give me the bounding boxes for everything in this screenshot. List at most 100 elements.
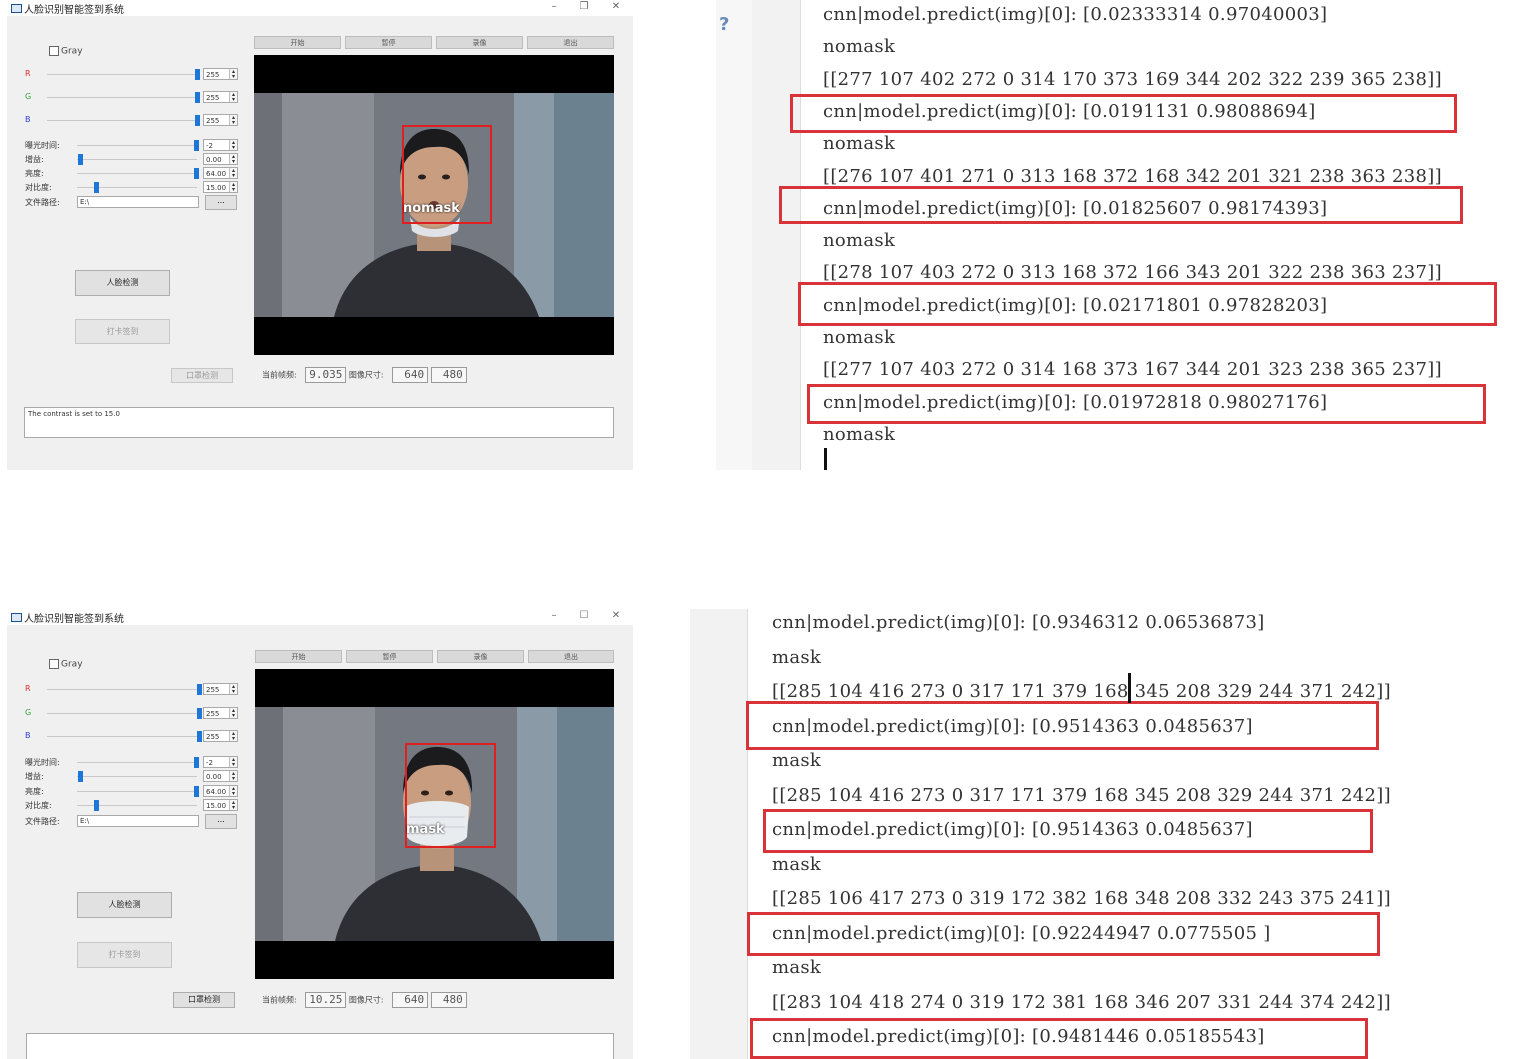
face-detect-button[interactable]: 人脸检测 (75, 270, 170, 296)
slider-b[interactable]: B 255 ▴ ▾ (25, 730, 240, 743)
close-icon[interactable]: ✕ (611, 1, 621, 12)
checkbox-icon[interactable] (49, 46, 59, 56)
spin-arrows-icon[interactable]: ▴ ▾ (229, 69, 237, 79)
slider-thumb[interactable] (197, 684, 202, 695)
gain-spin[interactable]: 0.00 ▴ ▾ (203, 770, 238, 782)
spin-arrows-icon[interactable]: ▴ ▾ (229, 115, 237, 125)
record-button[interactable]: 录像 (436, 36, 523, 49)
checkin-button[interactable]: 打卡签到 (75, 319, 170, 344)
slider-r[interactable]: R 255 ▴ ▾ (25, 683, 240, 696)
checkin-button[interactable]: 打卡签到 (77, 942, 172, 968)
spin-arrows-icon[interactable]: ▴ ▾ (229, 731, 237, 741)
spin-g[interactable]: 255 ▴ ▾ (203, 707, 238, 719)
slider-thumb[interactable] (78, 154, 83, 165)
record-button[interactable]: 录像 (437, 650, 524, 663)
contrast-spin[interactable]: 15.00 ▴ ▾ (203, 181, 238, 193)
slider-g[interactable]: G 255 ▴ ▾ (25, 91, 240, 104)
slider-thumb[interactable] (195, 69, 200, 80)
browse-button[interactable]: ... (205, 195, 237, 210)
slider-track[interactable] (77, 757, 199, 768)
slider-thumb[interactable] (78, 771, 83, 782)
pause-button[interactable]: 暂停 (345, 36, 432, 49)
slider-track[interactable] (47, 69, 200, 80)
brightness-row[interactable]: 亮度: 64.00 ▴ ▾ (25, 167, 240, 179)
slider-track[interactable] (47, 708, 202, 719)
face-detect-button[interactable]: 人脸检测 (77, 892, 172, 918)
slider-thumb[interactable] (94, 182, 99, 193)
pause-button[interactable]: 暂停 (346, 650, 433, 663)
browse-button[interactable]: ... (205, 814, 237, 829)
gain-row[interactable]: 增益: 0.00 ▴ ▾ (25, 770, 240, 782)
mask-detect-button[interactable]: 口罩检测 (171, 368, 233, 383)
spin-arrows-icon[interactable]: ▴ ▾ (229, 168, 237, 178)
spin-arrows-icon[interactable]: ▴ ▾ (229, 708, 237, 718)
checkbox-icon[interactable] (49, 659, 59, 669)
slider-thumb[interactable] (195, 115, 200, 126)
slider-thumb[interactable] (94, 800, 99, 811)
gain-spin[interactable]: 0.00 ▴ ▾ (203, 153, 238, 165)
slider-thumb[interactable] (197, 731, 202, 742)
slider-g[interactable]: G 255 ▴ ▾ (25, 707, 240, 720)
slider-track[interactable] (47, 92, 200, 103)
spin-r[interactable]: 255 ▴ ▾ (203, 68, 238, 80)
maximize-icon[interactable]: ☐ (579, 610, 589, 621)
slider-track[interactable] (77, 786, 199, 797)
slider-track[interactable] (77, 154, 197, 165)
maximize-icon[interactable]: ❐ (579, 1, 589, 12)
exit-button[interactable]: 退出 (528, 650, 614, 663)
spin-g[interactable]: 255 ▴ ▾ (203, 91, 238, 103)
minimize-icon[interactable]: – (551, 1, 557, 12)
spin-b[interactable]: 255 ▴ ▾ (203, 114, 238, 126)
gain-row[interactable]: 增益: 0.00 ▴ ▾ (25, 153, 240, 165)
exposure-spin[interactable]: -2 ▴ ▾ (203, 139, 238, 151)
spin-arrows-icon[interactable]: ▴ ▾ (229, 140, 237, 150)
start-button[interactable]: 开始 (254, 36, 341, 49)
slider-track[interactable] (47, 684, 202, 695)
slider-track[interactable] (77, 800, 197, 811)
slider-thumb[interactable] (194, 757, 199, 768)
slider-track[interactable] (47, 115, 200, 126)
mask-detect-button[interactable]: 口罩检测 (173, 992, 235, 1008)
brightness-spin[interactable]: 64.00 ▴ ▾ (203, 167, 238, 179)
minimize-icon[interactable]: – (551, 610, 557, 621)
slider-track[interactable] (77, 771, 197, 782)
file-path-input[interactable]: E:\ (77, 815, 199, 827)
slider-thumb[interactable] (194, 140, 199, 151)
spin-arrows-icon[interactable]: ▴ ▾ (229, 757, 237, 767)
slider-track[interactable] (77, 140, 199, 151)
slider-r[interactable]: R 255 ▴ ▾ (25, 68, 240, 81)
exposure-row[interactable]: 曝光时间: -2 ▴ ▾ (25, 756, 240, 768)
exit-button[interactable]: 退出 (527, 36, 614, 49)
console-bottom[interactable]: cnn|model.predict(img)[0]: [0.9346312 0.… (690, 609, 1533, 1059)
exposure-row[interactable]: 曝光时间: -2 ▴ ▾ (25, 139, 240, 151)
spin-arrows-icon[interactable]: ▴ ▾ (229, 800, 237, 810)
spin-arrows-icon[interactable]: ▴ ▾ (229, 771, 237, 781)
spin-arrows-icon[interactable]: ▴ ▾ (229, 154, 237, 164)
console-top[interactable]: ? cnn|model.predict(img)[0]: [0.02333314… (716, 0, 1533, 470)
slider-track[interactable] (77, 168, 199, 179)
slider-track[interactable] (47, 731, 202, 742)
brightness-row[interactable]: 亮度: 64.00 ▴ ▾ (25, 785, 240, 797)
start-button[interactable]: 开始 (255, 650, 342, 663)
gray-checkbox[interactable]: Gray (49, 659, 83, 670)
spin-arrows-icon[interactable]: ▴ ▾ (229, 182, 237, 192)
spin-arrows-icon[interactable]: ▴ ▾ (229, 92, 237, 102)
spin-r[interactable]: 255 ▴ ▾ (203, 683, 238, 695)
slider-thumb[interactable] (195, 92, 200, 103)
spin-arrows-icon[interactable]: ▴ ▾ (229, 786, 237, 796)
slider-thumb[interactable] (197, 708, 202, 719)
contrast-row[interactable]: 对比度: 15.00 ▴ ▾ (25, 181, 240, 193)
file-path-input[interactable]: E:\ (77, 196, 199, 208)
slider-thumb[interactable] (194, 168, 199, 179)
slider-track[interactable] (77, 182, 197, 193)
close-icon[interactable]: ✕ (611, 610, 621, 621)
gray-checkbox[interactable]: Gray (49, 46, 83, 57)
contrast-spin[interactable]: 15.00 ▴ ▾ (203, 799, 238, 811)
brightness-spin[interactable]: 64.00 ▴ ▾ (203, 785, 238, 797)
spin-b[interactable]: 255 ▴ ▾ (203, 730, 238, 742)
slider-thumb[interactable] (194, 786, 199, 797)
contrast-row[interactable]: 对比度: 15.00 ▴ ▾ (25, 799, 240, 811)
exposure-spin[interactable]: -2 ▴ ▾ (203, 756, 238, 768)
slider-b[interactable]: B 255 ▴ ▾ (25, 114, 240, 127)
spin-arrows-icon[interactable]: ▴ ▾ (229, 684, 237, 694)
